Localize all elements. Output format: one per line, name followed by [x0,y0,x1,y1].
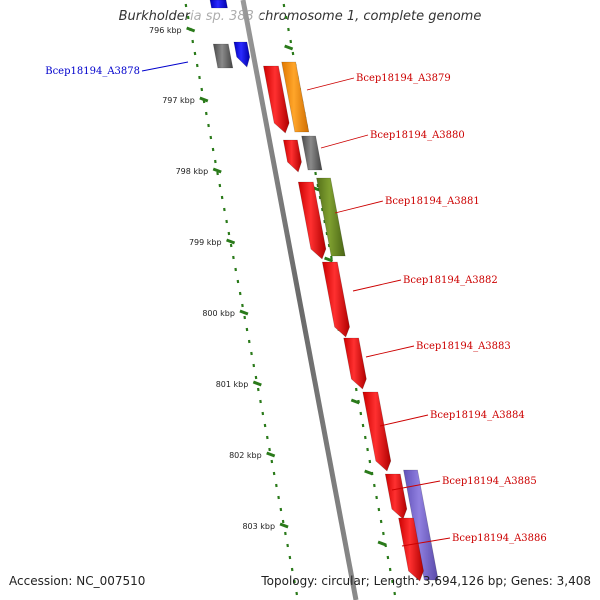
gray-feature[interactable] [301,135,323,171]
cds-feature[interactable] [321,261,350,338]
tick-mark [212,167,222,174]
gray-feature[interactable] [212,43,234,69]
cds-feature[interactable] [263,65,290,134]
gene-label[interactable]: Bcep18194_A3884 [430,410,525,421]
tick-mark [284,44,294,51]
accession-text: Accession: NC_007510 [9,574,146,588]
label-leader-line [334,200,384,214]
tick-label: 802 kbp [229,451,262,460]
label-leader-line [320,134,369,149]
tick-mark [239,309,249,316]
tick-mark [226,238,236,245]
gene-label[interactable]: Bcep18194_A3883 [416,341,511,352]
tick-label: 797 kbp [162,96,195,105]
backbone [240,0,359,600]
cds-feature[interactable] [362,391,392,472]
gene-label[interactable]: Bcep18194_A3886 [452,533,547,544]
gene-label[interactable]: Bcep18194_A3882 [403,275,498,286]
tick-label: 799 kbp [189,238,222,247]
label-leader-line [401,537,451,547]
gene-label[interactable]: Bcep18194_A3880 [370,130,465,141]
gene-label[interactable]: Bcep18194_A3879 [356,73,451,84]
orange-feature[interactable] [281,61,310,133]
label-leader-line [379,414,429,427]
tick-mark [252,380,262,387]
tick-label: 800 kbp [202,309,235,318]
gene-labels[interactable]: Bcep18194_A3878 Bcep18194_A3879 Bcep18194_… [45,61,547,547]
label-leader-line [391,480,441,491]
gene-label[interactable]: Bcep18194_A3878 [45,66,140,77]
tick-marks: 796 kbp 797 kbp 798 kbp 799 kbp 800 kbp 801 k… [149,26,387,547]
tick-mark [350,398,360,405]
cds-feature[interactable] [297,181,327,260]
label-leader-line [365,345,415,358]
olive-feature[interactable] [316,177,346,257]
label-leader-line [352,279,402,292]
tick-mark [377,540,387,547]
gene-feature[interactable] [209,0,228,9]
features [209,0,439,582]
cds-feature[interactable] [384,473,408,520]
cds-feature[interactable] [343,337,367,390]
tick-label: 801 kbp [216,380,249,389]
cds-feature[interactable] [398,517,424,582]
cds-feature[interactable] [283,139,302,173]
tick-label: 798 kbp [176,167,209,176]
gene-feature[interactable] [233,41,251,68]
tick-mark [186,26,196,33]
tick-mark [199,96,209,103]
tick-mark [279,522,289,529]
tick-mark [324,256,334,263]
tick-mark [266,451,276,458]
label-leader-line [306,77,355,91]
gene-label[interactable]: Bcep18194_A3885 [442,476,537,487]
tick-label: 803 kbp [242,522,275,531]
summary-text: Topology: circular; Length: 3,694,126 bp… [261,574,591,588]
gene-label[interactable]: Bcep18194_A3881 [385,196,480,207]
tick-label: 796 kbp [149,26,182,35]
tick-mark [364,469,374,476]
label-leader-line [141,61,189,72]
